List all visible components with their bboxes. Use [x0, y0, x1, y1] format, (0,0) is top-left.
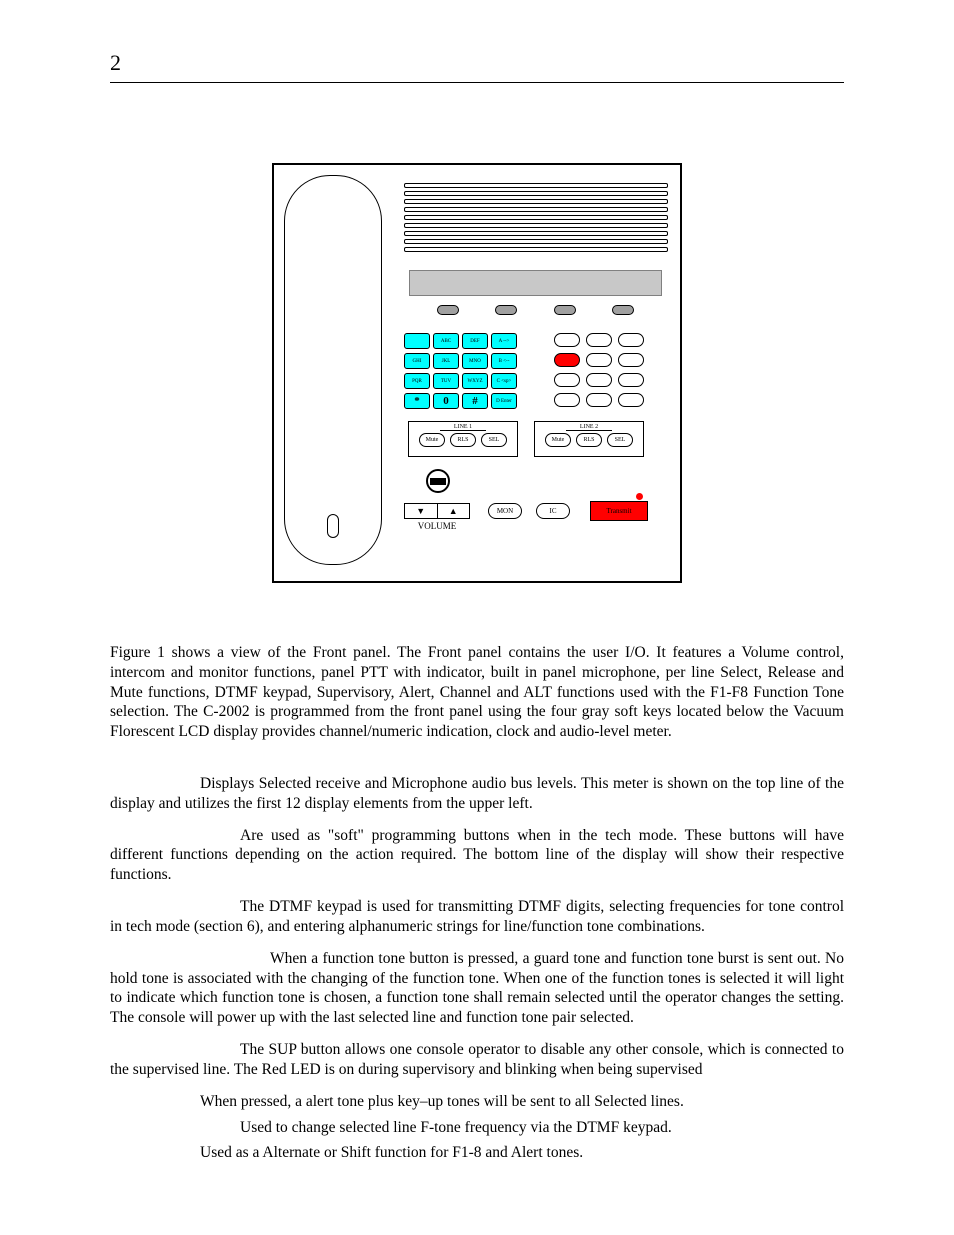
key-3-def[interactable]: DEF	[462, 333, 488, 349]
ftone-2[interactable]	[586, 333, 612, 347]
body-text: Figure 1 shows a view of the Front panel…	[110, 643, 844, 1163]
ftone-3[interactable]	[618, 333, 644, 347]
handset	[284, 175, 382, 565]
ic-button[interactable]: IC	[536, 503, 570, 519]
transmit-led	[636, 493, 643, 500]
lcd-display	[409, 270, 662, 296]
ftone-7[interactable]	[554, 373, 580, 387]
para-chan: Used to change selected line F-tone freq…	[110, 1118, 844, 1138]
para-alert: When pressed, a alert tone plus key–up t…	[110, 1092, 844, 1112]
mon-button[interactable]: MON	[488, 503, 522, 519]
key-d[interactable]: D Enter	[491, 393, 517, 409]
ftone-11[interactable]	[586, 393, 612, 407]
softkeys-row	[419, 305, 652, 321]
key-hash[interactable]: #	[462, 393, 488, 409]
ftone-6[interactable]	[618, 353, 644, 367]
line1-mute[interactable]: Mute	[419, 433, 445, 447]
line1-rls[interactable]: RLS	[450, 433, 476, 447]
key-2-abc[interactable]: ABC	[433, 333, 459, 349]
ftone-9[interactable]	[618, 373, 644, 387]
front-panel-figure: ABC DEF A --> GHI JKL MNO B <-- PQR TUV …	[110, 163, 844, 583]
ftone-4[interactable]	[554, 353, 580, 367]
key-a[interactable]: A -->	[491, 333, 517, 349]
para-ftone: When a function tone button is pressed, …	[110, 949, 844, 1028]
ftone-12[interactable]	[618, 393, 644, 407]
function-tone-grid	[554, 333, 644, 409]
line2-rls[interactable]: RLS	[576, 433, 602, 447]
key-4-ghi[interactable]: GHI	[404, 353, 430, 369]
key-9-wxyz[interactable]: WXYZ	[462, 373, 488, 389]
rotary-knob[interactable]	[426, 469, 450, 493]
volume-down-icon[interactable]: ▼	[405, 504, 438, 518]
key-star[interactable]: *	[404, 393, 430, 409]
para-meter: Displays Selected receive and Microphone…	[110, 774, 844, 814]
key-7-pqr[interactable]: PQR	[404, 373, 430, 389]
key-0[interactable]: 0	[433, 393, 459, 409]
speaker-grille	[404, 177, 668, 257]
line2-sel[interactable]: SEL	[607, 433, 633, 447]
volume-rocker[interactable]: ▼ ▲	[404, 503, 470, 519]
ftone-1[interactable]	[554, 333, 580, 347]
key-6-mno[interactable]: MNO	[462, 353, 488, 369]
softkey-2[interactable]	[495, 305, 517, 315]
line-2-title: LINE 2	[566, 424, 612, 431]
ftone-5[interactable]	[586, 353, 612, 367]
line-2-box: LINE 2 Mute RLS SEL	[534, 421, 644, 457]
volume-label: VOLUME	[406, 521, 468, 531]
softkey-4[interactable]	[612, 305, 634, 315]
softkey-3[interactable]	[554, 305, 576, 315]
key-1[interactable]	[404, 333, 430, 349]
key-8-tuv[interactable]: TUV	[433, 373, 459, 389]
transmit-button[interactable]: Transmit	[590, 501, 648, 521]
para-keypad: The DTMF keypad is used for transmitting…	[110, 897, 844, 937]
line-1-box: LINE 1 Mute RLS SEL	[408, 421, 518, 457]
key-c[interactable]: C <sp>	[491, 373, 517, 389]
page-number: 2	[110, 50, 844, 83]
ftone-10[interactable]	[554, 393, 580, 407]
front-panel: ABC DEF A --> GHI JKL MNO B <-- PQR TUV …	[272, 163, 682, 583]
para-softkeys: Are used as "soft" programming buttons w…	[110, 826, 844, 885]
softkey-1[interactable]	[437, 305, 459, 315]
line2-mute[interactable]: Mute	[545, 433, 571, 447]
para-alt: Used as a Alternate or Shift function fo…	[110, 1143, 844, 1163]
handset-mic	[327, 514, 339, 538]
dtmf-keypad: ABC DEF A --> GHI JKL MNO B <-- PQR TUV …	[404, 333, 517, 409]
key-5-jkl[interactable]: JKL	[433, 353, 459, 369]
line1-sel[interactable]: SEL	[481, 433, 507, 447]
volume-up-icon[interactable]: ▲	[438, 504, 470, 518]
line-1-title: LINE 1	[440, 424, 486, 431]
ftone-8[interactable]	[586, 373, 612, 387]
para-sup: The SUP button allows one console operat…	[110, 1040, 844, 1080]
key-b[interactable]: B <--	[491, 353, 517, 369]
para-intro: Figure 1 shows a view of the Front panel…	[110, 643, 844, 742]
